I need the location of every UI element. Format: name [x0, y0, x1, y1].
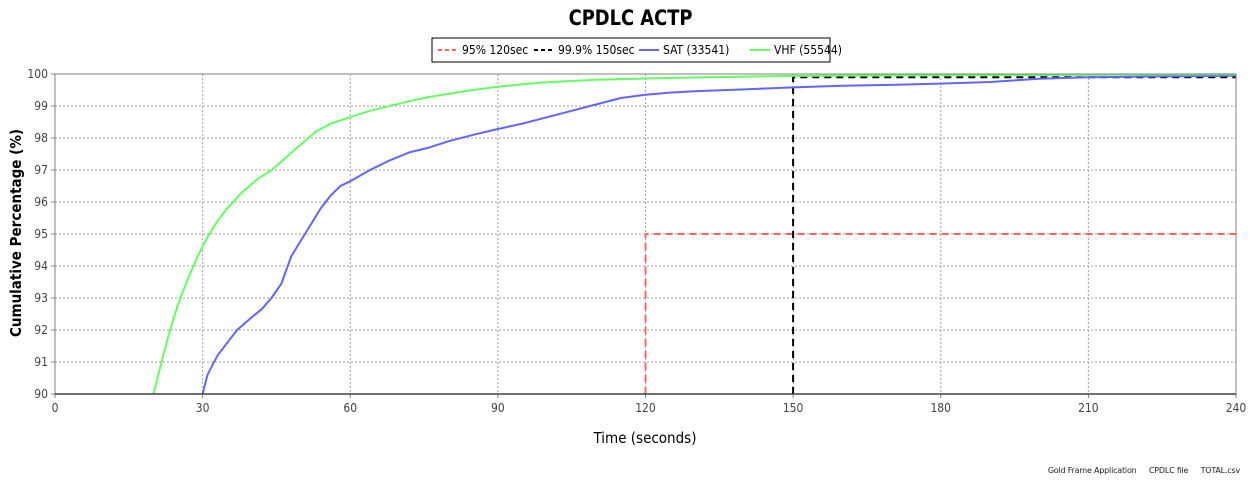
y-tick-label: 90	[34, 387, 48, 401]
footer: Gold Frame Application CPDLC file TOTAL.…	[1038, 466, 1240, 475]
y-tick-label: 92	[34, 323, 48, 337]
x-tick-label: 120	[635, 401, 656, 415]
x-tick-label: 180	[930, 401, 951, 415]
y-tick-label: 98	[34, 131, 48, 145]
footer-file-type: CPDLC file	[1148, 466, 1189, 475]
x-axis-label: Time (seconds)	[593, 429, 697, 447]
x-tick-label: 210	[1078, 401, 1099, 415]
footer-file-name: TOTAL.csv	[1200, 466, 1241, 475]
y-tick-label: 100	[27, 67, 48, 81]
legend-entry: VHF (55544)	[774, 43, 842, 57]
legend-entry: 95% 120sec	[462, 43, 528, 57]
y-tick-label: 95	[34, 227, 48, 241]
y-tick-label: 91	[34, 355, 48, 369]
series-line-2	[201, 74, 1237, 395]
series-line-0	[644, 233, 1236, 394]
legend: 95% 120sec 99.9% 150sec SAT (33541) VHF (55…	[431, 37, 842, 63]
legend-entry: SAT (33541)	[663, 43, 729, 57]
x-tick-label: 30	[196, 401, 210, 415]
y-tick-label: 97	[34, 163, 48, 177]
axis-ticks: 0 30 60 90 120 150 180 210 240 90 91 92 93 94 95 96 97 98…	[27, 67, 1246, 415]
legend-entry: 99.9% 150sec	[558, 43, 635, 57]
y-tick-label: 93	[34, 291, 48, 305]
x-tick-label: 60	[343, 401, 357, 415]
series-line-3	[152, 73, 1237, 395]
chart-title: CPDLC ACTP	[568, 6, 693, 30]
y-tick-label: 94	[34, 259, 48, 273]
y-tick-label: 96	[34, 195, 48, 209]
plot-frame	[54, 73, 1237, 395]
x-tick-label: 0	[52, 401, 59, 415]
x-tick-label: 150	[783, 401, 804, 415]
x-tick-label: 240	[1226, 401, 1247, 415]
footer-app: Gold Frame Application	[1047, 466, 1137, 475]
series-layer	[152, 73, 1237, 395]
chart: 95% 120sec 99.9% 150sec SAT (33541) VHF (55…	[7, 37, 1246, 447]
y-axis-label: Cumulative Percentage (%)	[7, 129, 25, 337]
y-tick-label: 99	[34, 99, 48, 113]
x-tick-label: 90	[491, 401, 505, 415]
